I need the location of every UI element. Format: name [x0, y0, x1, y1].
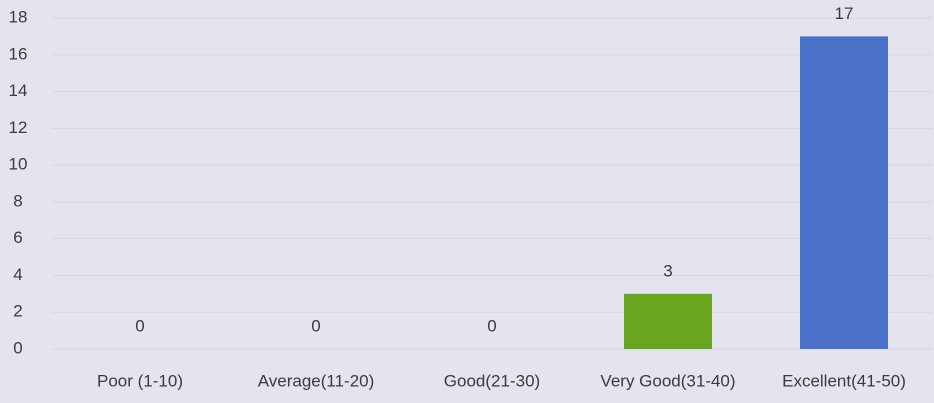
y-tick-label: 0 [13, 338, 22, 357]
data-label: 0 [135, 316, 144, 335]
y-tick-label: 12 [9, 118, 28, 137]
y-tick-label: 16 [9, 44, 28, 63]
x-tick-label: Poor (1-10) [97, 371, 183, 390]
x-tick-label: Very Good(31-40) [600, 371, 735, 390]
y-tick-label: 14 [9, 81, 28, 100]
y-tick-label: 10 [9, 155, 28, 174]
y-tick-label: 18 [9, 7, 28, 26]
x-tick-label: Good(21-30) [444, 371, 540, 390]
data-label: 17 [835, 4, 854, 23]
data-label: 0 [487, 316, 496, 335]
bar [624, 293, 712, 349]
y-tick-label: 6 [13, 228, 22, 247]
data-label: 0 [311, 316, 320, 335]
y-tick-label: 8 [13, 191, 22, 210]
y-tick-label: 2 [13, 302, 22, 321]
x-tick-label: Average(11-20) [258, 371, 375, 390]
data-label: 3 [663, 261, 672, 280]
y-tick-label: 4 [13, 265, 22, 284]
bar [800, 36, 888, 350]
x-tick-label: Excellent(41-50) [782, 371, 906, 390]
